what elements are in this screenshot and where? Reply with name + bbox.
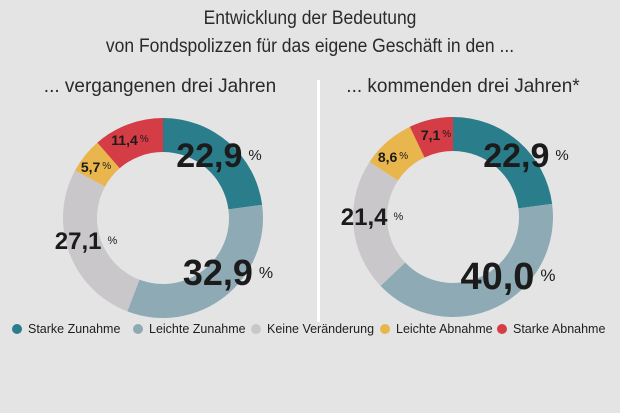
data-label-starke-zunahme: 22,9% <box>483 137 569 175</box>
donut-slice-starke-abnahme <box>97 118 163 169</box>
legend-item-starke-abnahme: Starke Abnahme <box>497 322 605 336</box>
legend-dot-leichte-abnahme <box>380 324 390 334</box>
legend-label-starke-zunahme: Starke Zunahme <box>28 322 121 336</box>
legend-dot-starke-zunahme <box>12 324 22 334</box>
legend-dot-keine-veraenderung <box>251 324 261 334</box>
data-label-starke-zunahme: 22,9% <box>176 137 262 175</box>
donut-slice-starke-zunahme <box>453 117 553 209</box>
legend-item-keine-veraenderung: Keine Veränderung <box>251 322 374 336</box>
donut-chart-future: 22,9 % 40,0 % 21,4 % 8,6 % 7,1% <box>341 117 569 317</box>
legend-dot-starke-abnahme <box>497 324 507 334</box>
left-chart-subtitle: ... vergangenen drei Jahren <box>43 76 277 97</box>
data-label-keine-veraenderung: 27,1% <box>55 228 118 255</box>
right-chart-subtitle: ... kommenden drei Jahren* <box>346 76 580 97</box>
donut-slice-leichte-abnahme <box>75 142 120 187</box>
chart-divider <box>317 80 320 322</box>
data-label-keine-veraenderung: 21,4% <box>341 204 404 231</box>
data-label-leichte-zunahme: 32,9% <box>183 252 273 293</box>
data-label-leichte-abnahme: 5,7% <box>81 159 111 175</box>
legend-label-leichte-abnahme: Leichte Abnahme <box>396 322 493 336</box>
data-label-leichte-zunahme: 40,0% <box>460 256 555 298</box>
legend-label-keine-veraenderung: Keine Veränderung <box>267 322 375 336</box>
donut-slice-keine-veraenderung <box>62 170 140 312</box>
legend-dot-leichte-zunahme <box>133 324 143 334</box>
donut-slice-keine-veraenderung <box>353 161 406 286</box>
donut-slice-leichte-zunahme <box>380 203 553 317</box>
chart-title-line1: Entwicklung der Bedeutung <box>203 8 417 29</box>
donut-slice-leichte-abnahme <box>369 126 425 181</box>
legend-item-starke-zunahme: Starke Zunahme <box>12 322 120 336</box>
donut-slice-starke-abnahme <box>409 117 453 158</box>
legend: Starke Zunahme Leichte Zunahme Keine Ver… <box>0 322 620 342</box>
data-label-leichte-abnahme: 8,6% <box>378 149 408 165</box>
chart-title-line2: von Fondspolizzen für das eigene Geschäf… <box>105 36 515 57</box>
legend-label-leichte-zunahme: Leichte Zunahme <box>149 322 246 336</box>
donut-slice-starke-zunahme <box>163 118 263 210</box>
donut-slice-leichte-zunahme <box>127 204 263 318</box>
legend-item-leichte-abnahme: Leichte Abnahme <box>380 322 493 336</box>
data-label-starke-abnahme: 11,4% <box>111 132 148 148</box>
data-label-starke-abnahme: 7,1% <box>421 127 451 143</box>
legend-item-leichte-zunahme: Leichte Zunahme <box>133 322 246 336</box>
donut-chart-past: 22,9 % 32,9 % 27,1 % 5,7 %11,4% <box>55 118 273 318</box>
legend-label-starke-abnahme: Starke Abnahme <box>513 322 606 336</box>
